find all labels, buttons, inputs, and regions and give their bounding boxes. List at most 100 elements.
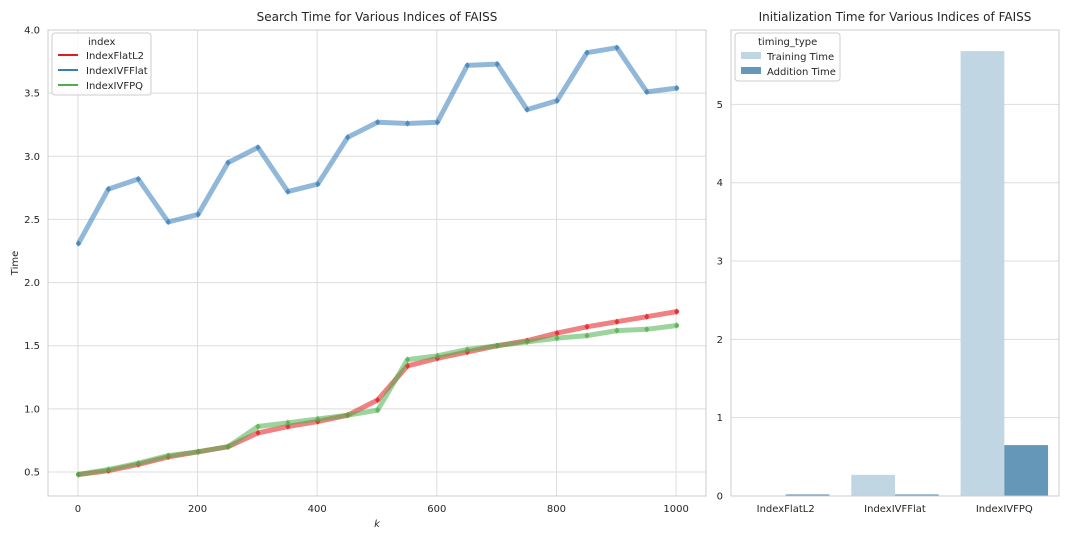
data-point [464, 62, 470, 69]
data-point [165, 218, 171, 226]
chart-title: Search Time for Various Indices of FAISS [257, 10, 498, 24]
data-point [584, 323, 590, 330]
x-tick-label: 800 [547, 504, 566, 515]
series-lines [75, 44, 680, 478]
bar-training-time-indexivfflat [851, 474, 895, 496]
y-tick-label: 4 [717, 178, 723, 189]
x-axis-label: k [374, 519, 381, 530]
plot-area [48, 30, 706, 496]
legend-label-training-time: Training Time [766, 52, 834, 63]
plot-frame [47, 29, 707, 497]
data-point [644, 326, 650, 333]
y-tick-label: 3.5 [24, 89, 40, 100]
data-point [75, 471, 82, 478]
x-tick-label: 1000 [663, 504, 688, 515]
y-tick-label: 0 [717, 492, 723, 503]
data-point [464, 346, 470, 353]
bars [785, 51, 1049, 497]
data-point [285, 188, 291, 195]
data-point [255, 423, 261, 430]
x-tick-label: 0 [75, 504, 81, 515]
legend-title: timing_type [758, 37, 817, 48]
x-tick-label: IndexIVFFlat [864, 504, 926, 515]
data-point [105, 185, 112, 193]
data-point [374, 396, 381, 404]
x-tick-label: IndexIVFPQ [976, 504, 1033, 515]
legend-label-indexivfflat: IndexIVFFlat [86, 66, 148, 77]
data-point [404, 356, 411, 363]
y-tick-labels: 0.5 1.0 1.5 2.0 2.5 3.0 3.5 4.0 [24, 26, 40, 479]
data-point [554, 97, 560, 104]
bar-training-time-indexivfpq [960, 51, 1005, 497]
data-point [674, 308, 680, 315]
data-point [554, 334, 560, 342]
data-point [494, 60, 500, 68]
chart-title: Initialization Time for Various Indices … [759, 10, 1032, 24]
data-point [674, 322, 680, 329]
data-point [105, 466, 112, 473]
data-point [494, 342, 500, 349]
x-tick-label: IndexFlatL2 [757, 504, 815, 515]
bar-addition-time-indexivfflat [895, 494, 939, 496]
y-tick-label: 2 [717, 335, 723, 346]
series-indexivfflat [75, 44, 680, 247]
data-point [584, 49, 590, 56]
data-point [195, 448, 201, 455]
y-tick-label: 1 [717, 413, 723, 424]
x-tick-label: 200 [188, 504, 207, 515]
y-tick-label: 5 [717, 100, 723, 111]
data-point [524, 106, 530, 113]
data-point [644, 88, 650, 96]
data-point [584, 332, 590, 339]
data-point [345, 411, 351, 419]
data-point [404, 120, 411, 127]
data-point [524, 338, 530, 346]
data-point [374, 118, 381, 126]
x-tick-label: 600 [427, 504, 446, 515]
legend-swatch-addition-time [741, 67, 761, 74]
legend-swatch-training-time [741, 52, 761, 59]
data-point [674, 84, 680, 92]
x-tick-labels: 0 200 400 600 800 1000 [75, 504, 689, 515]
bar-addition-time-indexflatl2 [785, 494, 830, 496]
data-point [554, 329, 560, 337]
y-tick-label: 2.5 [24, 215, 40, 226]
x-tick-label: 400 [308, 504, 327, 515]
data-point [374, 406, 381, 414]
data-point [614, 44, 620, 51]
y-tick-label: 3 [717, 257, 723, 268]
data-point [75, 240, 82, 247]
y-tick-label: 0.5 [24, 468, 40, 479]
y-tick-label: 1.5 [24, 341, 40, 352]
data-point [644, 313, 650, 320]
data-point [614, 327, 620, 334]
data-point [225, 159, 231, 166]
legend-box [51, 32, 152, 96]
plot-frame [730, 29, 1060, 497]
data-point [255, 144, 261, 151]
initialization-time-chart: Initialization Time for Various Indices … [717, 10, 1060, 515]
legend-label-addition-time: Addition Time [767, 67, 836, 78]
data-point [195, 211, 201, 218]
legend-box [734, 32, 841, 82]
legend: index IndexFlatL2 IndexIVFFlat IndexIVFP… [51, 32, 152, 96]
y-tick-label: 3.0 [24, 152, 40, 163]
data-point [225, 443, 231, 450]
plot-area [731, 30, 1059, 496]
y-tick-label: 1.0 [24, 404, 40, 415]
legend-label-indexflatl2: IndexFlatL2 [86, 51, 144, 62]
data-point [135, 459, 141, 467]
data-point [434, 352, 441, 360]
data-point [345, 134, 351, 141]
data-point [255, 429, 261, 437]
x-tick-labels: IndexFlatL2 IndexIVFFlat IndexIVFPQ [757, 504, 1033, 515]
legend-title: index [88, 37, 115, 48]
data-point [315, 180, 321, 188]
y-tick-label: 4.0 [24, 26, 40, 37]
data-point [165, 452, 171, 459]
data-point [315, 415, 321, 423]
series-indexivfpq [75, 322, 680, 478]
y-tick-labels: 0 1 2 3 4 5 [717, 100, 723, 503]
data-point [434, 118, 441, 126]
